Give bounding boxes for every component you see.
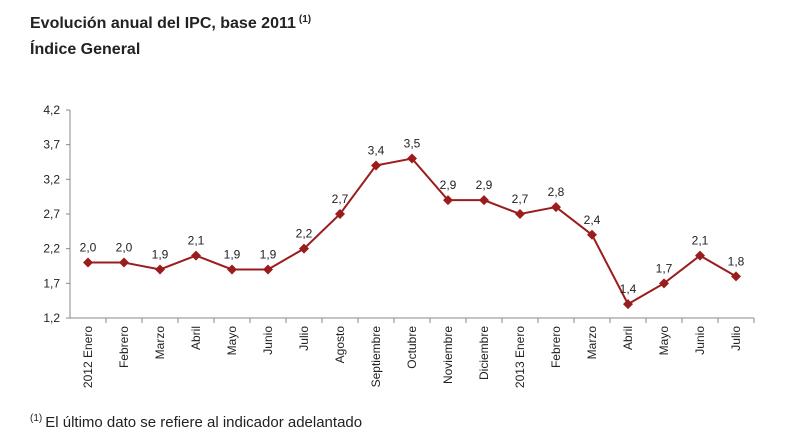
x-tick-label: Junio [261, 326, 275, 355]
marker [731, 271, 741, 282]
x-tick-label: 2012 Enero [81, 326, 95, 388]
x-tick-label: Marzo [153, 326, 167, 360]
marker [119, 257, 129, 268]
marker [83, 257, 93, 268]
data-label: 1,9 [152, 247, 169, 261]
chart-subtitle: Índice General [30, 39, 140, 58]
marker [479, 195, 489, 206]
y-tick-label: 1,2 [43, 311, 60, 325]
marker [551, 202, 561, 213]
x-tick-label: Octubre [405, 326, 419, 369]
marker [191, 250, 201, 261]
data-label: 3,5 [404, 137, 421, 151]
data-label: 2,7 [332, 192, 349, 206]
data-label: 1,9 [260, 247, 277, 261]
marker [155, 264, 165, 275]
x-tick-label: Julio [729, 326, 743, 351]
data-label: 2,9 [476, 178, 493, 192]
marker [659, 278, 669, 289]
marker [695, 250, 705, 261]
y-tick-label: 3,7 [43, 138, 60, 152]
data-label: 2,0 [80, 241, 97, 255]
x-tick-label: Agosto [333, 326, 347, 364]
footnote-group: (1) El último dato se refiere al indicado… [30, 413, 362, 431]
y-tick-label: 4,2 [43, 103, 60, 117]
series-line [88, 157, 737, 306]
marker [407, 153, 417, 164]
marker [587, 229, 597, 240]
footnote: El último dato se refiere al indicador a… [45, 414, 362, 431]
x-tick-label: Septiembre [369, 326, 383, 388]
data-label: 2,8 [548, 185, 565, 199]
x-tick-label: Abril [189, 326, 203, 350]
title-note: (1) [299, 14, 311, 25]
x-tick-label: Junio [693, 326, 707, 355]
y-tick-label: 3,2 [43, 172, 60, 186]
x-tick-label: Abril [621, 326, 635, 350]
x-tick-label: Noviembre [441, 326, 455, 384]
x-tick-label: Mayo [225, 326, 239, 356]
marker [335, 209, 345, 219]
data-label: 2,1 [188, 234, 205, 248]
y-tick-label: 2,7 [43, 207, 60, 221]
data-label: 2,1 [692, 234, 709, 248]
y-tick-label: 1,7 [43, 276, 60, 290]
data-label: 2,9 [440, 178, 457, 192]
x-tick-label: Diciembre [477, 326, 491, 380]
marker [371, 160, 381, 171]
marker [443, 195, 453, 206]
chart-title-group: Evolución anual del IPC, base 2011 (1) [30, 14, 311, 32]
data-label: 1,7 [656, 261, 673, 275]
data-label: 1,9 [224, 247, 241, 261]
data-label: 1,8 [728, 254, 745, 268]
x-tick-label: Marzo [585, 326, 599, 360]
x-tick-label: 2013 Enero [513, 326, 527, 388]
marker [299, 243, 309, 254]
y-tick-label: 2,2 [43, 242, 60, 256]
footnote-mark: (1) [30, 413, 42, 424]
marker [227, 264, 237, 275]
x-tick-label: Mayo [657, 326, 671, 356]
chart-title: Evolución anual del IPC, base 2011 [30, 15, 296, 32]
data-label: 3,4 [368, 143, 385, 157]
marker [263, 264, 273, 275]
marker [515, 209, 525, 219]
x-tick-label: Julio [297, 326, 311, 351]
data-label: 2,2 [296, 227, 313, 241]
data-label: 2,7 [512, 192, 529, 206]
data-label: 2,0 [116, 241, 133, 255]
data-label: 1,4 [620, 282, 637, 296]
x-tick-label: Febrero [117, 326, 131, 368]
marker [623, 299, 633, 310]
x-tick-label: Febrero [549, 326, 563, 368]
data-label: 2,4 [584, 213, 601, 227]
